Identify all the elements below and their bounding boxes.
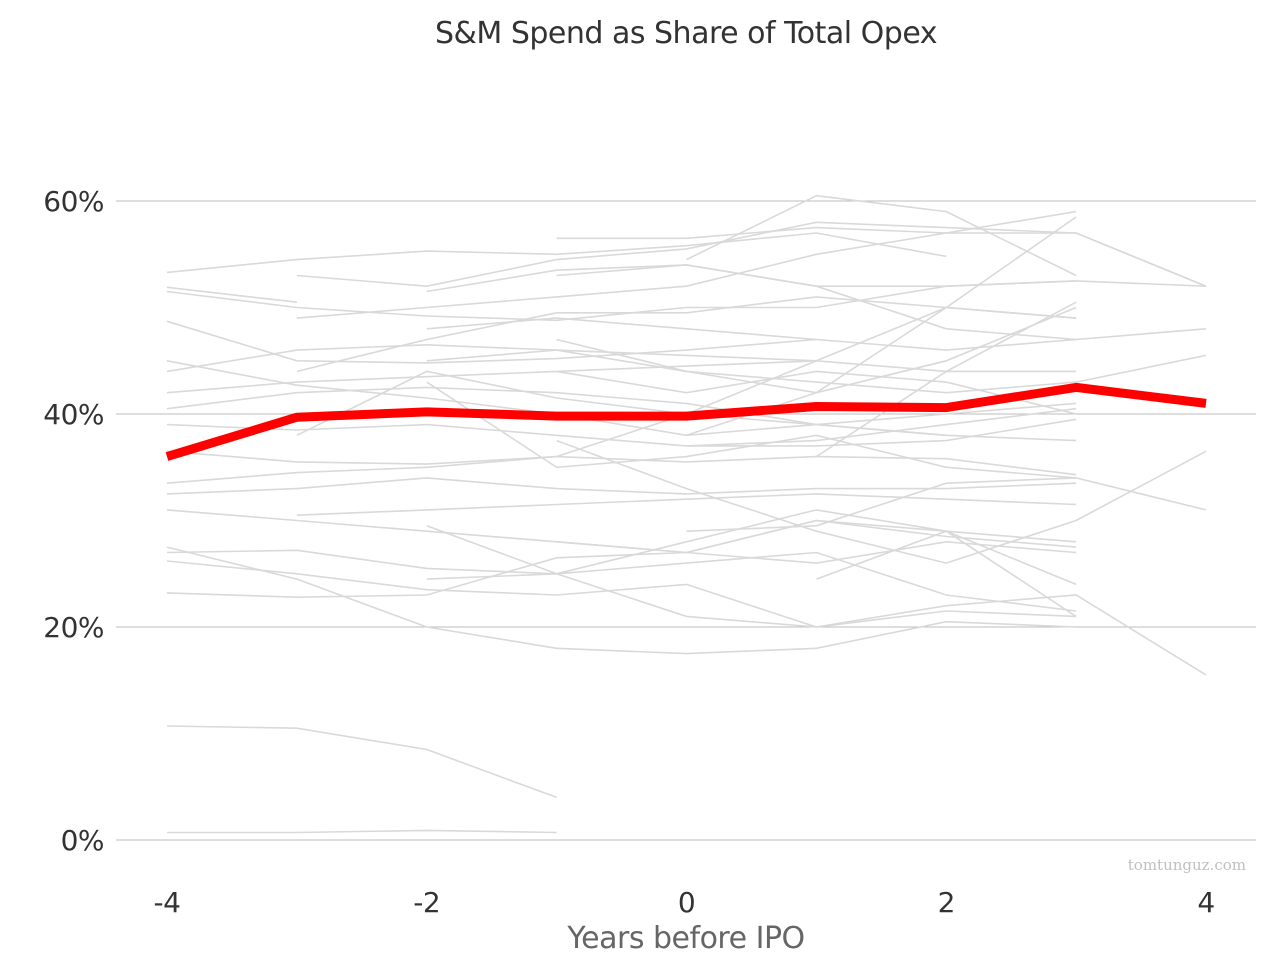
series-line-19 bbox=[296, 221, 1207, 288]
y-tick-label: 40% bbox=[43, 398, 104, 431]
highlight-series-group bbox=[165, 382, 1207, 461]
series-line-34 bbox=[556, 439, 1207, 564]
x-tick-label: 0 bbox=[678, 886, 695, 919]
series-line-39 bbox=[686, 477, 1077, 532]
series-line-2 bbox=[166, 280, 1077, 322]
series-line-4 bbox=[166, 360, 1077, 437]
series-line-30 bbox=[556, 226, 1207, 287]
x-axis-ticks: -4 -2 0 2 4 bbox=[154, 886, 1216, 919]
y-tick-label: 60% bbox=[43, 185, 104, 218]
series-line-32 bbox=[556, 306, 1077, 394]
series-line-7 bbox=[166, 386, 947, 437]
series-line-23 bbox=[296, 493, 1077, 516]
series-line-6 bbox=[166, 359, 1077, 394]
series-line-29 bbox=[426, 509, 1077, 586]
series-line-33 bbox=[556, 370, 1077, 415]
series-line-25 bbox=[426, 317, 1207, 351]
series-line-10 bbox=[166, 216, 1077, 484]
x-tick-label: 2 bbox=[938, 886, 955, 919]
series-line-24 bbox=[426, 264, 1207, 293]
series-line-9 bbox=[166, 450, 1077, 476]
series-line-38 bbox=[686, 418, 1077, 447]
y-tick-label: 20% bbox=[43, 611, 104, 644]
series-line-31 bbox=[556, 264, 1077, 341]
series-line-14 bbox=[166, 549, 1077, 612]
x-tick-label: -2 bbox=[413, 886, 440, 919]
series-line-18 bbox=[167, 829, 557, 834]
series-line-8 bbox=[166, 407, 1077, 447]
series-line-28 bbox=[426, 525, 1207, 676]
highlight-series-line bbox=[165, 382, 1207, 461]
gridlines bbox=[116, 200, 1256, 841]
series-line-17 bbox=[166, 725, 557, 799]
series-line-0 bbox=[166, 232, 947, 274]
watermark: tomtunguz.com bbox=[1128, 856, 1246, 874]
series-line-1 bbox=[166, 286, 297, 303]
series-line-35 bbox=[556, 519, 1077, 554]
series-line-26 bbox=[426, 349, 1207, 394]
x-tick-label: 4 bbox=[1197, 886, 1214, 919]
series-line-5 bbox=[166, 343, 817, 373]
x-axis-title: Years before IPO bbox=[566, 921, 804, 956]
x-tick-label: -4 bbox=[154, 886, 181, 919]
series-line-36 bbox=[686, 194, 1077, 277]
chart-title: S&M Spend as Share of Total Opex bbox=[435, 16, 937, 51]
series-line-13 bbox=[166, 546, 1077, 655]
series-line-40 bbox=[816, 530, 1077, 618]
series-line-16 bbox=[166, 519, 1077, 599]
y-tick-label: 0% bbox=[61, 824, 104, 857]
peer-series-group bbox=[166, 194, 1207, 834]
series-line-41 bbox=[815, 301, 1077, 458]
series-line-15 bbox=[166, 560, 1077, 628]
y-axis-ticks: 0% 20% 40% 60% bbox=[43, 185, 104, 857]
series-line-11 bbox=[166, 477, 1077, 495]
